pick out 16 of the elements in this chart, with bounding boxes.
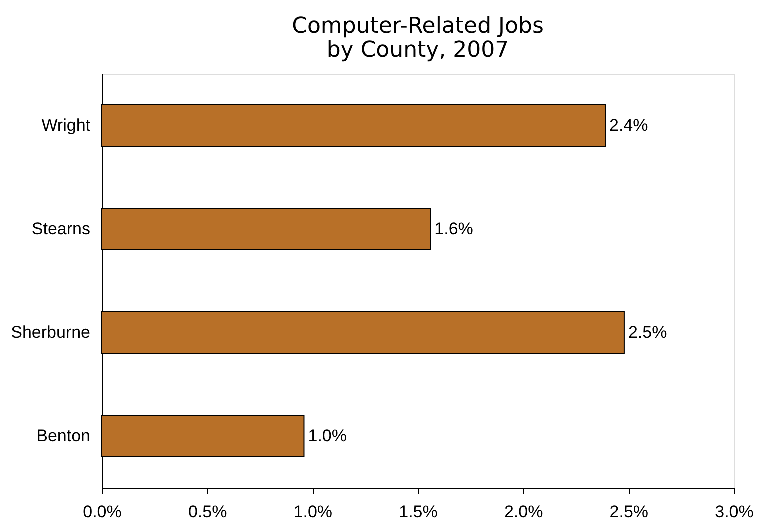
x-tick-label: 1.0%	[294, 502, 333, 522]
x-tick-label: 1.5%	[399, 502, 438, 522]
x-tick-label: 2.0%	[504, 502, 544, 522]
y-tick-label: Stearns	[32, 219, 90, 238]
x-tick-label: 0.0%	[83, 502, 122, 522]
data-label: 1.0%	[308, 426, 347, 446]
x-tick-label: 3.0%	[715, 502, 754, 522]
y-tick-label: Sherburne	[11, 322, 90, 342]
x-tick-label: 2.5%	[610, 502, 649, 522]
y-tick-label: Wright	[42, 116, 91, 135]
y-tick-label: Benton	[36, 426, 90, 446]
data-label: 2.4%	[609, 116, 648, 135]
data-label: 1.6%	[434, 219, 474, 238]
x-tick-label: 0.5%	[188, 502, 228, 522]
data-label: 2.5%	[628, 322, 668, 342]
chart-title: Computer-Related Jobs by County, 2007	[292, 14, 544, 63]
